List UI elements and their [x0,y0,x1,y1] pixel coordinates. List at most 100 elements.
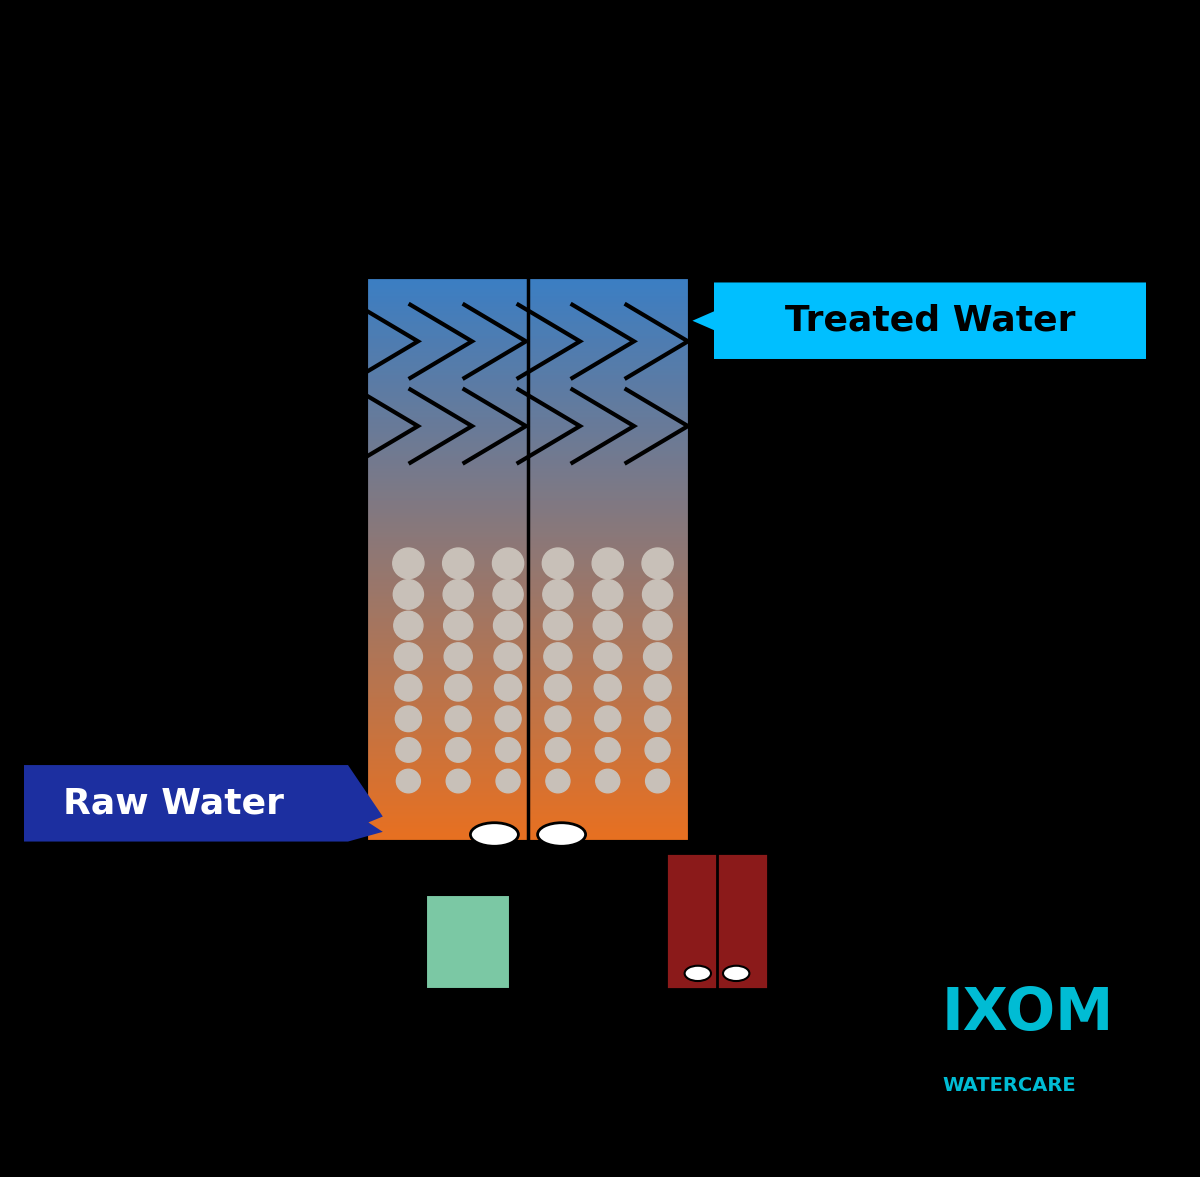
Bar [366,285,690,288]
Circle shape [395,674,422,701]
Bar [366,507,690,510]
Bar [366,461,690,465]
Bar [366,690,690,693]
Bar [366,315,690,318]
Bar [366,400,690,403]
Bar [366,626,690,629]
Bar [366,511,690,514]
Bar [366,492,690,496]
Bar [366,667,690,670]
Bar [366,479,690,481]
Bar [366,687,690,691]
Bar [366,366,690,368]
Bar [366,485,690,487]
Bar [366,740,690,744]
Bar [366,618,690,621]
Bar [366,605,690,609]
Bar [366,554,690,557]
Bar [366,598,690,600]
Bar [366,414,690,418]
Bar [366,812,690,816]
Bar [366,410,690,412]
Bar [366,483,690,486]
Bar [366,652,690,656]
Bar [366,394,690,397]
Bar [366,654,690,657]
Bar [366,360,690,364]
Bar [366,334,690,337]
Bar [366,833,690,836]
Bar [366,420,690,424]
Bar [666,853,768,989]
Circle shape [595,738,620,763]
Bar [366,596,690,599]
Bar [366,466,690,468]
Bar [366,375,690,378]
Circle shape [545,738,570,763]
Bar [366,476,690,478]
Bar [366,322,690,326]
Circle shape [593,611,623,640]
Circle shape [394,611,422,640]
Ellipse shape [722,965,750,982]
Circle shape [444,643,473,671]
Bar [366,464,690,467]
Bar [366,298,690,301]
Bar [366,288,690,292]
Bar [366,637,690,640]
Circle shape [493,579,523,610]
Bar [366,743,690,745]
Bar [366,310,690,312]
Bar [366,480,690,484]
Bar [366,526,690,528]
Circle shape [642,548,673,579]
Bar [366,473,690,477]
Bar [366,358,690,361]
Bar [366,423,690,425]
Bar [366,607,690,610]
Bar [366,379,690,383]
Bar [366,774,690,778]
Bar [366,716,690,719]
Bar [366,737,690,740]
Bar [366,696,690,698]
Bar [366,388,690,392]
Circle shape [446,770,470,793]
Bar [366,377,690,380]
Circle shape [595,770,619,793]
Bar [366,304,690,307]
Bar [366,796,690,798]
Bar [366,790,690,792]
Bar [366,782,690,785]
Bar [366,539,690,543]
Circle shape [646,738,670,763]
Bar [366,580,690,584]
Bar [366,711,690,713]
Bar [366,712,690,716]
Bar [366,364,690,367]
Circle shape [544,643,572,671]
Bar [366,354,690,358]
Ellipse shape [470,823,518,846]
Bar [366,703,690,706]
Bar [366,816,690,819]
Bar [366,752,690,754]
Bar [366,677,690,679]
Bar [366,294,690,298]
Circle shape [644,674,671,701]
Bar [366,301,690,305]
Bar [366,621,690,625]
Bar [366,287,690,290]
Bar [366,797,690,800]
Bar [366,661,690,665]
Bar [366,734,690,738]
Bar [366,570,690,572]
Bar [366,407,690,411]
Bar [366,730,690,732]
Circle shape [642,579,673,610]
Circle shape [494,643,522,671]
Bar [366,561,690,565]
Bar [366,530,690,533]
Bar [366,827,690,830]
Bar [366,278,690,280]
